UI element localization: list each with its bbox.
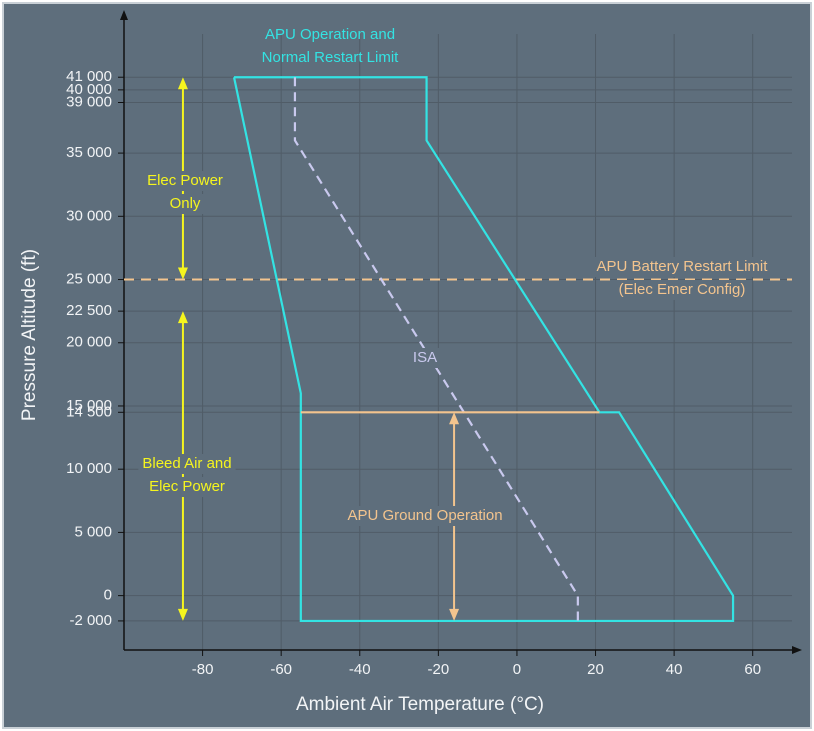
y-tick-label: 40 000 (66, 81, 112, 98)
x-tick-label: 40 (666, 661, 683, 678)
series-line (293, 77, 579, 621)
annotation-background (614, 280, 750, 300)
annotation: Normal Restart Limit (262, 49, 400, 66)
arrowhead (177, 608, 188, 621)
annotation: APU Ground Operation (347, 507, 502, 524)
y-tick-label: 14 500 (66, 403, 112, 420)
y-axis-title: Pressure Altitude (ft) (19, 249, 40, 421)
y-tick-label: 30 000 (66, 207, 112, 224)
x-axis-title: Ambient Air Temperature (°C) (296, 694, 544, 715)
annotation: Elec Power (147, 172, 223, 189)
x-tick-label: -20 (428, 661, 450, 678)
y-tick-label: 15 000 (66, 397, 112, 414)
annotation: APU Operation and (265, 26, 395, 43)
annotation: Only (170, 195, 201, 212)
annotation-background (592, 257, 772, 277)
annotation: (Elec Emer Config) (619, 281, 746, 298)
annotation: Elec Power (149, 478, 225, 495)
x-tick-label: -80 (192, 661, 214, 678)
arrowhead (449, 608, 460, 621)
annotation: ISA (413, 349, 437, 366)
y-tick-label: 10 000 (66, 460, 112, 477)
y-tick-label: 39 000 (66, 93, 112, 110)
annotation-background (145, 477, 229, 497)
x-tick-label: 0 (513, 661, 521, 678)
x-axis-arrow (792, 646, 802, 654)
arrowhead (449, 412, 460, 425)
y-tick-label: 35 000 (66, 144, 112, 161)
arrowhead (177, 77, 188, 90)
x-tick-label: -60 (270, 661, 292, 678)
arrowhead (177, 311, 188, 324)
y-tick-label: 0 (104, 587, 112, 604)
annotation-background (408, 348, 442, 368)
y-tick-label: 22 500 (66, 302, 112, 319)
y-tick-label: 5 000 (74, 523, 112, 540)
y-tick-label: 41 000 (66, 68, 112, 85)
y-tick-label: -2 000 (69, 612, 112, 629)
annotation-background (165, 194, 205, 214)
y-tick-label: 25 000 (66, 270, 112, 287)
annotation-background (143, 171, 227, 191)
y-axis-arrow (120, 10, 128, 20)
x-tick-label: 60 (744, 661, 761, 678)
annotation-background (138, 454, 236, 474)
annotation: APU Battery Restart Limit (597, 258, 769, 275)
series-line (232, 76, 735, 623)
x-tick-label: -40 (349, 661, 371, 678)
x-tick-label: 20 (587, 661, 604, 678)
annotation: Bleed Air and (142, 455, 231, 472)
annotation-background (343, 506, 507, 526)
arrowhead (177, 267, 188, 280)
y-tick-label: 20 000 (66, 334, 112, 351)
